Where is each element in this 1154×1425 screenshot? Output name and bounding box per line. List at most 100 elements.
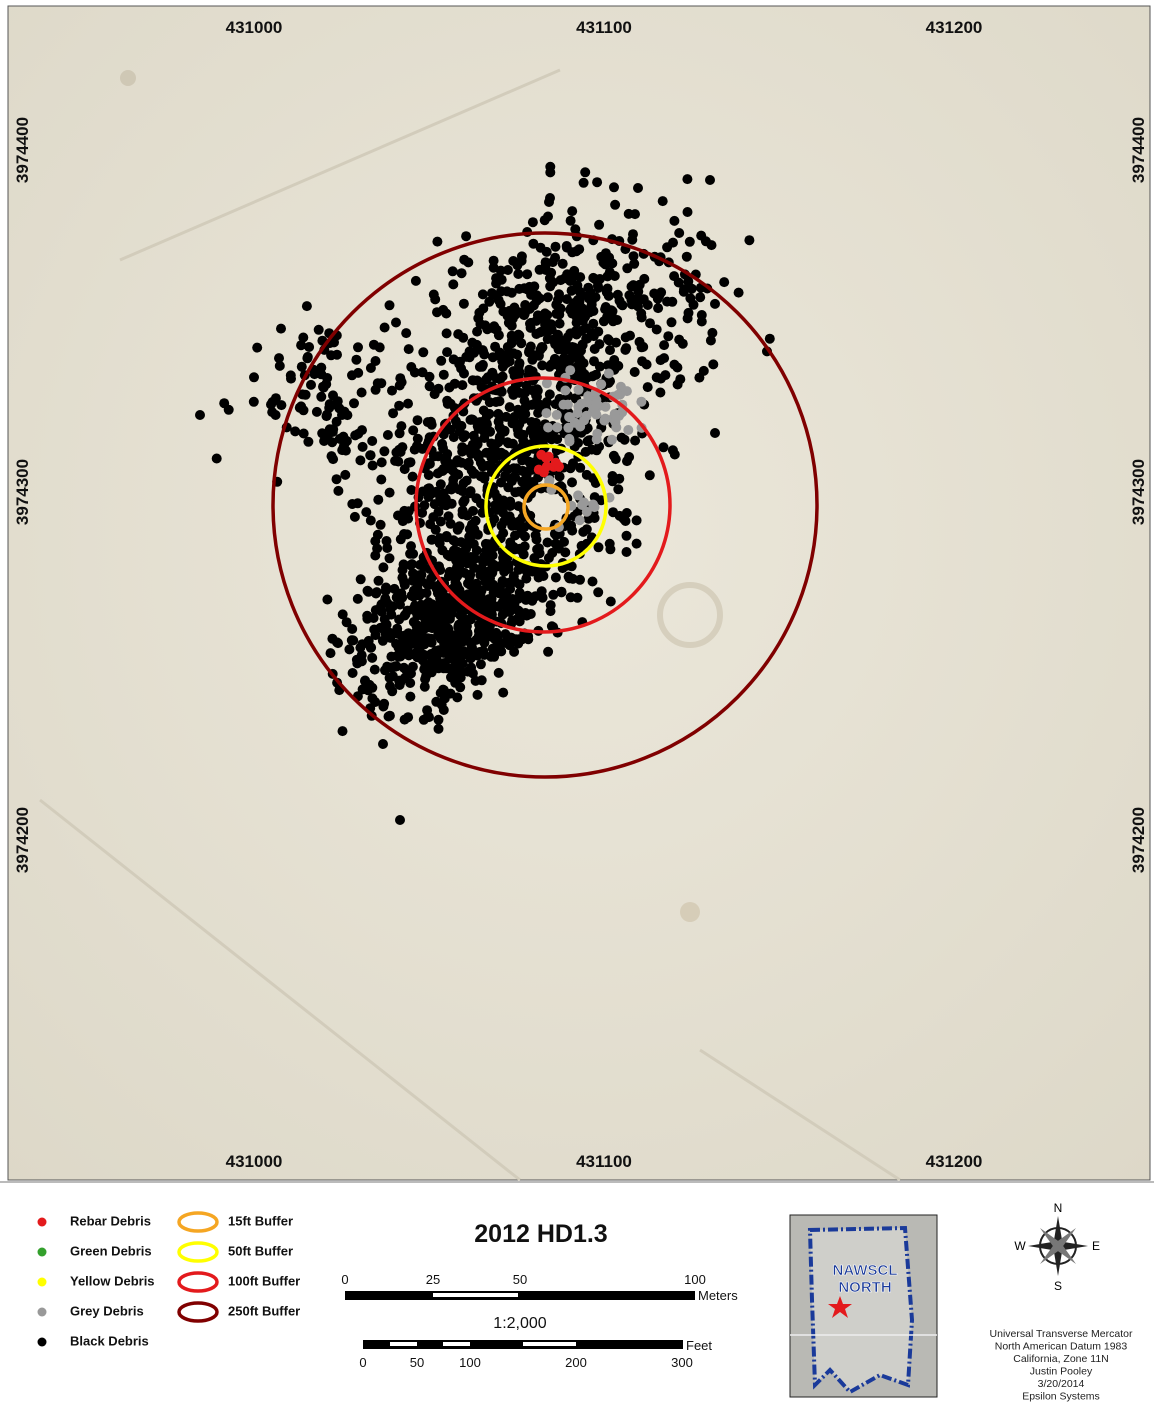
debris-point [446,672,456,683]
debris-point [619,434,630,445]
debris-point [436,355,447,366]
debris-point [636,396,647,407]
debris-point [459,546,470,557]
debris-point [384,710,395,721]
debris-point [631,515,642,526]
debris-point [577,500,587,510]
debris-point [596,379,607,390]
debris-point [624,452,635,462]
legend: Rebar Debris Green Debris Yellow Debris Gre… [37,1211,300,1348]
debris-point [508,418,519,429]
debris-point [300,389,311,400]
scale-bar-meters: 0 25 50 100 Meters [341,1272,738,1303]
debris-point [522,269,533,280]
debris-point [276,400,287,411]
debris-point [478,405,489,416]
debris-point [384,300,395,311]
debris-point [573,490,584,501]
debris-point [538,467,549,478]
debris-point [395,599,405,610]
debris-point [678,286,689,297]
debris-point [384,487,395,498]
debris-point [685,293,696,304]
debris-point [668,237,678,248]
debris-point [592,428,603,439]
debris-point [514,579,525,590]
debris-point [605,596,616,607]
debris-point [421,486,432,497]
buffer-250ft [271,231,819,779]
debris-point [211,453,222,464]
debris-point [428,657,439,668]
debris-point [347,624,358,634]
debris-point [509,471,520,482]
debris-point [572,592,583,603]
easting-label: 431000 [226,1152,283,1171]
debris-point [682,174,693,185]
debris-point [483,594,494,605]
debris-point [487,643,498,654]
debris-point [457,380,468,391]
debris-point [560,385,571,396]
debris-point [719,277,730,288]
debris-point [554,289,564,300]
debris-point [479,433,490,443]
debris-point [603,334,613,345]
debris-point [492,561,502,572]
debris-point [575,354,586,365]
debris-point [513,269,524,279]
debris-point [581,410,592,421]
debris-point [504,402,515,413]
debris-point [591,399,602,410]
debris-point [407,471,418,482]
debris-point [418,347,429,358]
debris-point [387,385,397,396]
debris-point [610,199,621,210]
debris-point [438,443,448,454]
debris-point [657,196,668,207]
debris-point [556,586,567,597]
debris-point [621,530,632,541]
debris-point [369,624,380,635]
debris-point [571,312,582,323]
debris-point [296,340,307,351]
debris-point [387,671,398,682]
debris-point [302,351,313,362]
debris-point [341,617,352,628]
debris-point [356,387,367,398]
debris-point [399,464,410,475]
debris-point [348,635,359,646]
debris-point [408,548,419,559]
debris-point [301,301,312,312]
debris-point [376,599,387,610]
debris-point [435,479,446,490]
debris-point [605,544,616,555]
debris-point [623,208,634,219]
buffer-100ft [414,376,672,634]
debris-point [399,579,410,590]
credit-line: Epsilon Systems [1022,1391,1100,1403]
map-title: 2012 HD1.3 [474,1220,607,1248]
debris-point [338,431,349,442]
debris-point [365,515,376,526]
debris-point [447,603,458,614]
inset-label: NAWSCL [833,1262,898,1279]
debris-point [298,428,309,439]
debris-point [375,519,386,530]
debris-point [533,399,544,409]
debris-point [764,333,775,344]
debris-point [498,306,509,317]
debris-point [503,348,513,359]
debris-point [599,415,610,426]
debris-point [378,739,388,749]
debris-point [491,397,501,407]
debris-point [481,374,492,385]
debris-point [388,408,399,419]
debris-point [444,382,455,393]
debris-point [456,605,466,616]
legend-label: 50ft Buffer [228,1243,293,1258]
debris-point [603,360,614,371]
debris-point [381,631,392,642]
debris-point [545,281,556,292]
debris-point [541,378,552,389]
